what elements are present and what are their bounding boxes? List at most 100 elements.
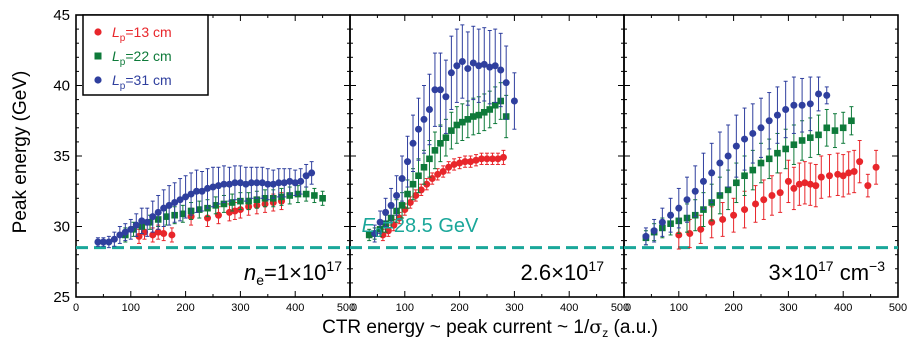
data-point — [286, 177, 294, 185]
x-tick-label: 300 — [779, 302, 797, 314]
y-tick-label: 35 — [53, 148, 70, 165]
data-point — [691, 187, 699, 195]
data-point — [193, 187, 201, 195]
data-point — [236, 179, 244, 187]
data-point — [790, 101, 798, 109]
data-point — [475, 111, 483, 119]
data-point — [812, 182, 820, 190]
legend: Lp=13 cm Lp=22 cm Lp=31 cm — [82, 14, 209, 96]
data-point — [475, 62, 483, 70]
data-point — [395, 214, 403, 222]
data-point — [491, 62, 499, 70]
data-point — [431, 86, 439, 94]
data-point — [447, 69, 455, 77]
data-point — [132, 221, 140, 229]
y-tick-label: 40 — [53, 78, 70, 95]
data-point — [733, 179, 740, 187]
data-point — [774, 149, 781, 157]
data-point — [752, 200, 760, 208]
data-point — [179, 210, 187, 218]
data-point — [445, 163, 453, 171]
data-point — [261, 195, 269, 202]
legend-entry-lp13: Lp=13 cm — [112, 24, 172, 44]
x-tick-label: 0 — [73, 302, 79, 314]
data-point — [806, 100, 814, 108]
data-point — [168, 231, 176, 239]
data-point — [730, 211, 738, 219]
data-point — [798, 137, 806, 144]
data-point — [247, 179, 255, 187]
series-3 — [94, 161, 316, 249]
data-point — [253, 179, 261, 187]
data-point — [245, 197, 252, 205]
data-point — [480, 108, 488, 116]
data-point — [154, 228, 162, 236]
data-point — [488, 155, 496, 163]
data-point — [757, 124, 765, 132]
data-point — [434, 170, 442, 178]
data-point — [160, 230, 168, 238]
data-point — [470, 113, 477, 120]
data-point — [297, 177, 305, 185]
data-point — [807, 134, 814, 141]
data-point — [376, 218, 384, 226]
data-point — [749, 166, 757, 174]
data-point — [823, 124, 831, 132]
data-point — [798, 101, 806, 109]
data-point — [782, 105, 790, 113]
data-point — [198, 187, 206, 195]
data-point — [393, 191, 401, 199]
x-tick-label: 500 — [611, 302, 629, 314]
data-point — [231, 179, 239, 187]
data-point — [398, 175, 406, 183]
x-tick-label: 100 — [122, 302, 140, 314]
y-axis-title: Peak energy (GeV) — [10, 71, 31, 234]
data-point — [365, 231, 373, 239]
data-point — [237, 197, 244, 205]
data-point — [464, 116, 472, 123]
data-point — [371, 230, 379, 238]
data-point — [409, 139, 417, 147]
data-point — [795, 180, 803, 188]
data-point — [154, 208, 162, 216]
data-point — [291, 179, 299, 187]
data-point — [741, 135, 749, 143]
data-point — [209, 183, 217, 191]
data-point — [458, 58, 466, 66]
data-point — [409, 180, 417, 188]
data-point — [420, 115, 428, 123]
x-tick-label: 100 — [670, 302, 688, 314]
data-point — [494, 155, 502, 163]
legend-marker-lp31 — [94, 76, 102, 84]
data-point — [426, 155, 433, 163]
data-point — [225, 180, 233, 188]
data-point — [382, 208, 390, 216]
x-tick-label: 200 — [176, 302, 194, 314]
data-point — [716, 159, 724, 167]
data-point — [456, 159, 464, 167]
series-1 — [675, 139, 880, 250]
data-point — [105, 238, 113, 246]
data-point — [741, 172, 748, 180]
data-point — [163, 213, 170, 220]
data-point — [412, 191, 420, 199]
data-point — [760, 196, 768, 204]
data-point — [442, 134, 450, 141]
data-point — [415, 172, 422, 180]
data-point — [160, 204, 168, 212]
x-tick-label: 0 — [351, 302, 357, 314]
data-point — [831, 127, 839, 134]
panel-3: 0 100 200 300 400 500 — [623, 14, 907, 314]
data-point — [442, 93, 450, 101]
series-3 — [371, 24, 518, 243]
data-point — [94, 238, 102, 246]
data-point — [437, 140, 444, 147]
data-point — [302, 190, 310, 198]
data-point — [294, 190, 302, 198]
y-tick-label: 45 — [53, 7, 70, 24]
data-point — [658, 218, 666, 226]
legend-marker-lp22 — [94, 52, 102, 60]
data-point — [143, 218, 151, 226]
data-point — [149, 231, 157, 239]
data-point — [228, 199, 236, 206]
